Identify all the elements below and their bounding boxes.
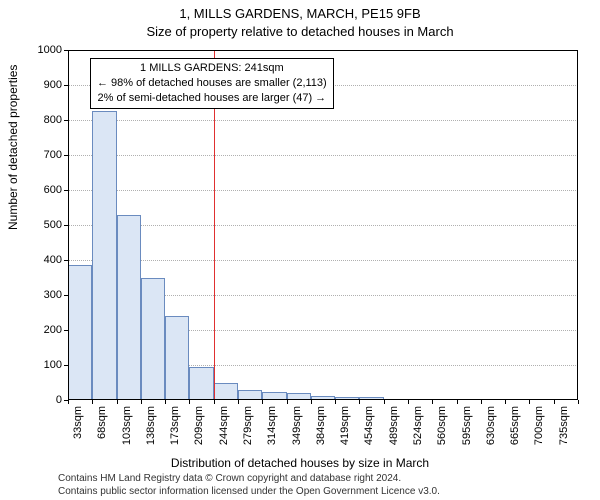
ytick-label: 800: [44, 114, 62, 126]
ytick-label: 600: [44, 184, 62, 196]
xtick-label: 68sqm: [96, 406, 108, 439]
xtick-mark: [554, 400, 555, 404]
ytick-label: 200: [44, 324, 62, 336]
ytick-label: 1000: [38, 44, 62, 56]
xtick-label: 173sqm: [169, 406, 181, 445]
xtick-label: 665sqm: [509, 406, 521, 445]
ytick-label: 500: [44, 219, 62, 231]
xtick-label: 138sqm: [145, 406, 157, 445]
xtick-label: 209sqm: [193, 406, 205, 445]
xtick-label: 700sqm: [533, 406, 545, 445]
chart-container: 1, MILLS GARDENS, MARCH, PE15 9FB Size o…: [0, 0, 600, 500]
xtick-mark: [68, 400, 69, 404]
xtick-mark: [505, 400, 506, 404]
xtick-mark: [262, 400, 263, 404]
xtick-mark: [578, 400, 579, 404]
xtick-label: 244sqm: [218, 406, 230, 445]
y-axis-label: Number of detached properties: [6, 65, 20, 230]
xtick-mark: [529, 400, 530, 404]
attribution-line1: Contains HM Land Registry data © Crown c…: [58, 473, 440, 486]
xtick-mark: [165, 400, 166, 404]
chart-title-main: 1, MILLS GARDENS, MARCH, PE15 9FB: [0, 6, 600, 21]
plot-border: [68, 50, 578, 400]
xtick-mark: [359, 400, 360, 404]
xtick-label: 454sqm: [363, 406, 375, 445]
ytick-label: 400: [44, 254, 62, 266]
xtick-label: 349sqm: [291, 406, 303, 445]
xtick-mark: [481, 400, 482, 404]
xtick-label: 735sqm: [558, 406, 570, 445]
ytick-label: 300: [44, 289, 62, 301]
xtick-mark: [189, 400, 190, 404]
xtick-mark: [92, 400, 93, 404]
xtick-label: 560sqm: [436, 406, 448, 445]
xtick-mark: [214, 400, 215, 404]
xtick-label: 595sqm: [461, 406, 473, 445]
xtick-mark: [238, 400, 239, 404]
xtick-label: 630sqm: [485, 406, 497, 445]
xtick-label: 419sqm: [339, 406, 351, 445]
xtick-label: 279sqm: [242, 406, 254, 445]
plot-area: 0100200300400500600700800900100033sqm68s…: [68, 50, 578, 400]
xtick-mark: [408, 400, 409, 404]
xtick-mark: [287, 400, 288, 404]
xtick-mark: [432, 400, 433, 404]
xtick-label: 524sqm: [412, 406, 424, 445]
ytick-label: 700: [44, 149, 62, 161]
ytick-label: 0: [56, 394, 62, 406]
attribution-line2: Contains public sector information licen…: [58, 486, 440, 499]
ytick-label: 100: [44, 359, 62, 371]
xtick-mark: [384, 400, 385, 404]
xtick-mark: [335, 400, 336, 404]
xtick-mark: [117, 400, 118, 404]
xtick-label: 314sqm: [266, 406, 278, 445]
ytick-label: 900: [44, 79, 62, 91]
xtick-label: 489sqm: [388, 406, 400, 445]
xtick-label: 103sqm: [121, 406, 133, 445]
chart-title-sub: Size of property relative to detached ho…: [0, 24, 600, 39]
xtick-mark: [311, 400, 312, 404]
xtick-mark: [457, 400, 458, 404]
xtick-label: 33sqm: [72, 406, 84, 439]
xtick-mark: [141, 400, 142, 404]
xtick-label: 384sqm: [315, 406, 327, 445]
x-axis-label: Distribution of detached houses by size …: [0, 456, 600, 470]
attribution-text: Contains HM Land Registry data © Crown c…: [58, 473, 440, 498]
